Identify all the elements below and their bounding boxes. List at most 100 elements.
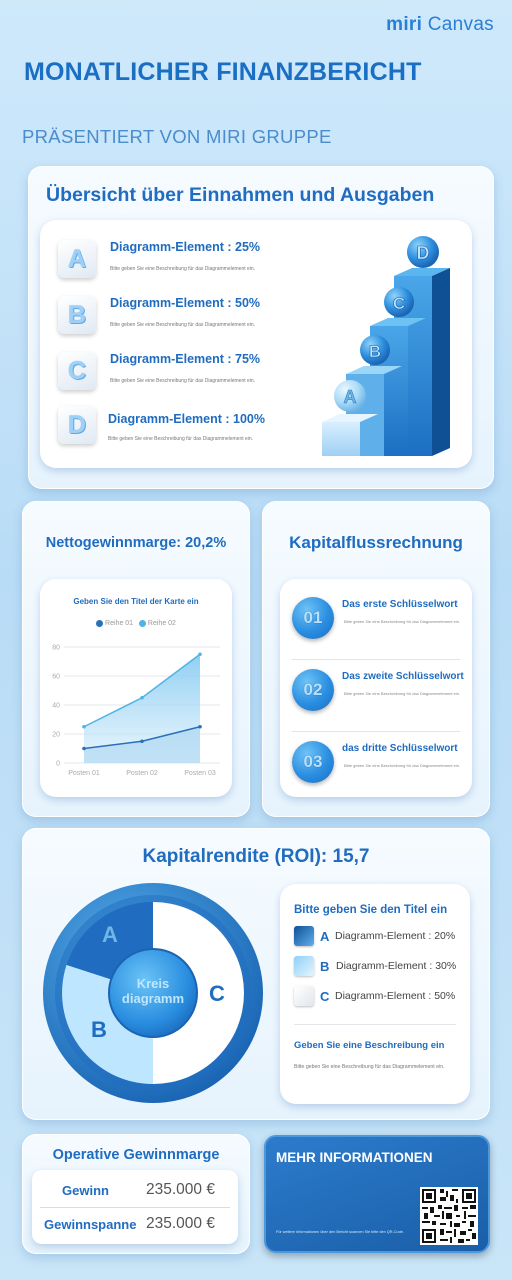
net-margin-panel: Nettogewinnmarge: 20,2% Geben Sie den Ti… [22, 501, 250, 817]
page-subtitle: PRÄSENTIERT VON MIRI GRUPPE [22, 126, 332, 147]
y-tick-label: 0 [56, 761, 60, 768]
roi-legend-letter: A [320, 929, 330, 944]
more-info-desc: Für weitere Informationen über den Beric… [276, 1230, 404, 1234]
overview-item-badge: D [58, 406, 96, 444]
brand-logo: miri Canvas [386, 14, 494, 36]
pie-center-line-2: diagramm [122, 991, 184, 1006]
roi-legend-swatch [294, 986, 314, 1006]
legend-label-1: Reihe 01 [105, 620, 134, 628]
roi-panel: Kapitalrendite (ROI): 15,7 Kreis diagram… [22, 828, 490, 1120]
operating-row-value: 235.000 € [146, 1215, 215, 1232]
qr-code-icon[interactable] [420, 1187, 478, 1245]
roi-legend-card: Bitte geben Sie den Titel ein A Diagramm-… [280, 884, 470, 1104]
cash-flow-title: Kapitalflussrechnung [289, 533, 463, 552]
chart-title: Geben Sie den Titel der Karte ein [73, 597, 199, 606]
stair-letter-c: C [393, 294, 405, 313]
legend-label-2: Reihe 02 [147, 620, 176, 628]
pie-letter-c: C [209, 981, 225, 1006]
stair-chart: A B C D [322, 236, 450, 456]
net-margin-chart-card: Geben Sie den Titel der Karte ein Reihe … [40, 579, 232, 797]
overview-item-badge: B [58, 296, 96, 334]
legend-dot-2 [138, 620, 146, 627]
roi-legend-item: B Diagramm-Element : 30% [294, 956, 464, 978]
net-margin-title: Nettogewinnmarge: 20,2% [45, 535, 227, 551]
x-tick-label: Posten 01 [68, 770, 100, 777]
x-tick-label: Posten 02 [126, 770, 158, 777]
roi-legend-swatch [294, 956, 314, 976]
cash-flow-card: 01 Das erste Schlüsselwort Bitte geben Sie… [280, 579, 472, 797]
overview-item-desc: Bitte geben Sie eine Beschreibung für da… [110, 266, 256, 272]
more-info-panel: MEHR INFORMATIONEN Für weitere Informati… [264, 1135, 490, 1253]
roi-legend-swatch [294, 926, 314, 946]
overview-item-badge: C [58, 352, 96, 390]
overview-item-desc: Bitte geben Sie eine Beschreibung für da… [110, 322, 256, 328]
operating-row-label: Gewinn [62, 1183, 109, 1198]
cash-flow-item: 01 Das erste Schlüsselwort Bitte geben Sie… [280, 593, 472, 653]
legend-dot-1 [96, 620, 104, 627]
overview-item-desc: Bitte geben Sie eine Beschreibung für da… [108, 436, 254, 442]
stair-letter-d: D [417, 243, 430, 263]
pie-letter-b: B [91, 1017, 107, 1042]
roi-divider [294, 1024, 456, 1025]
overview-card: A Diagramm-Element : 25% Bitte geben Sie e… [40, 220, 472, 468]
data-point-reihe-02 [82, 724, 86, 729]
y-tick-label: 80 [52, 645, 60, 652]
cash-flow-number: 02 [292, 669, 334, 711]
operating-title: Operative Gewinnmarge [52, 1147, 220, 1163]
overview-item: D Diagramm-Element : 100% Bitte geben Sie … [58, 404, 298, 452]
data-point-reihe-02 [198, 652, 202, 657]
overview-item-title: Diagramm-Element : 75% [110, 352, 261, 366]
roi-title: Kapitalrendite (ROI): 15,7 [142, 846, 370, 867]
roi-legend-item: A Diagramm-Element : 20% [294, 926, 464, 948]
data-point-reihe-01 [140, 739, 144, 744]
operating-card: Gewinn 235.000 € Gewinnspanne 235.000 € [32, 1170, 238, 1244]
pie-letter-a: A [102, 922, 118, 947]
overview-item-desc: Bitte geben Sie eine Beschreibung für da… [110, 378, 256, 384]
cash-flow-item-title: Das zweite Schlüsselwort [342, 671, 464, 682]
roi-legend-label: Diagramm-Element : 20% [335, 930, 456, 942]
brand-suffix: Canvas [427, 14, 494, 35]
brand-prefix: miri [386, 14, 423, 35]
roi-pie-chart: Kreis diagramm A B C [43, 883, 263, 1103]
cash-flow-item-title: das dritte Schlüsselwort [342, 743, 458, 754]
data-point-reihe-01 [198, 724, 202, 729]
y-tick-label: 20 [52, 732, 60, 739]
legend-item-2: Reihe 02 [138, 620, 176, 628]
operating-row-label: Gewinnspanne [44, 1217, 137, 1232]
overview-item-title: Diagramm-Element : 50% [110, 296, 261, 310]
series-area-reihe-01 [84, 726, 200, 763]
cash-flow-item-title: Das erste Schlüsselwort [342, 599, 458, 610]
cash-flow-item: 02 Das zweite Schlüsselwort Bitte geben Si… [280, 665, 472, 725]
roi-legend-letter: C [320, 989, 330, 1004]
roi-legend-item: C Diagramm-Element : 50% [294, 986, 464, 1008]
overview-item: A Diagramm-Element : 25% Bitte geben Sie e… [58, 236, 298, 284]
cash-flow-item: 03 das dritte Schlüsselwort Bitte geben Si… [280, 737, 472, 797]
operating-divider [40, 1207, 230, 1208]
overview-title: Übersicht über Einnahmen und Ausgaben [46, 184, 435, 206]
overview-item: B Diagramm-Element : 50% Bitte geben Sie e… [58, 292, 298, 340]
area-chart: 0 20 40 60 80 Posten 01 Posten 02 Posten 03 [52, 645, 220, 777]
x-tick-label: Posten 03 [184, 770, 216, 777]
legend-item-1: Reihe 01 [96, 620, 133, 627]
pie-center-line-1: Kreis [137, 976, 170, 991]
cash-flow-item-desc: Bitte geben Sie eine Beschreibung für da… [344, 763, 461, 768]
cash-flow-item-desc: Bitte geben Sie eine Beschreibung für da… [344, 691, 461, 696]
more-info-title: MEHR INFORMATIONEN [276, 1150, 433, 1165]
overview-item: C Diagramm-Element : 75% Bitte geben Sie e… [58, 348, 298, 396]
cash-flow-number: 03 [292, 741, 334, 783]
stair-letter-a: A [344, 387, 357, 407]
data-point-reihe-01 [82, 746, 86, 751]
cash-flow-panel: Kapitalflussrechnung 01 Das erste Schlüss… [262, 501, 490, 817]
operating-panel: Operative Gewinnmarge Gewinn 235.000 € Gew… [22, 1134, 250, 1254]
roi-legend-label: Diagramm-Element : 50% [335, 990, 456, 1002]
y-tick-label: 60 [52, 674, 60, 681]
cash-flow-divider [292, 731, 460, 732]
roi-legend-label: Diagramm-Element : 30% [336, 960, 457, 972]
roi-desc-title: Geben Sie eine Beschreibung ein [294, 1040, 445, 1051]
roi-legend-letter: B [320, 959, 330, 974]
operating-row: Gewinnspanne 235.000 € [32, 1212, 238, 1238]
y-tick-label: 40 [52, 703, 60, 710]
cash-flow-number: 01 [292, 597, 334, 639]
operating-row: Gewinn 235.000 € [32, 1178, 238, 1204]
